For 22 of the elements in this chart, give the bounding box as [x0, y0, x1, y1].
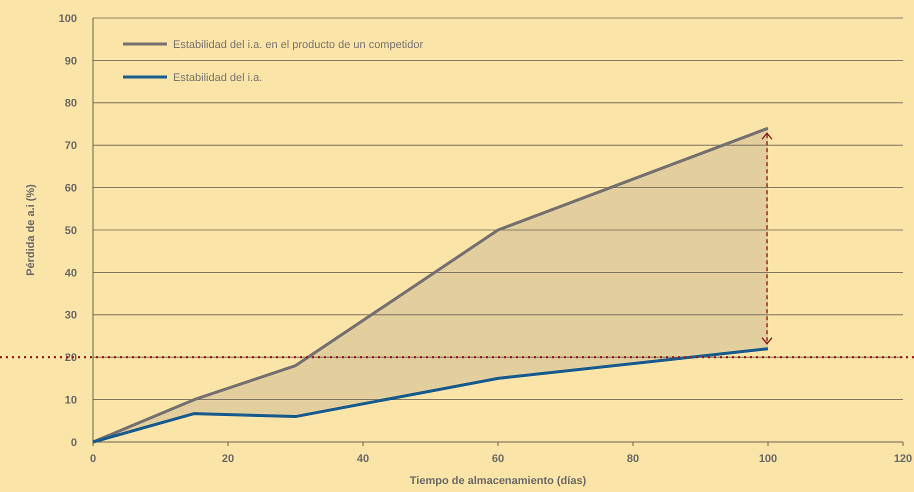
- y-tick-label: 100: [58, 12, 77, 25]
- x-tick-label: 60: [492, 453, 504, 465]
- y-axis-title: Pérdida de a.i (%): [25, 184, 37, 276]
- y-tick-label: 50: [64, 224, 77, 237]
- x-tick-label: 120: [894, 453, 912, 465]
- x-tick-label: 100: [758, 453, 778, 465]
- line-series: [92, 347, 770, 444]
- y-tick-label: 30: [64, 310, 77, 322]
- legend-label: Estabilidad del i.a.: [173, 72, 262, 84]
- y-tick-label: 40: [64, 267, 77, 280]
- y-tick-label: 90: [64, 55, 77, 68]
- y-tick-label: 0: [70, 436, 77, 449]
- y-tick-label: 80: [64, 98, 77, 110]
- y-tick-label: 70: [64, 140, 77, 152]
- x-tick-label: 40: [356, 453, 370, 465]
- x-tick-label: 20: [222, 453, 234, 465]
- y-tick-label: 60: [64, 182, 77, 194]
- x-tick-label: 80: [626, 453, 640, 465]
- x-axis-title: Tiempo de almacenamiento (días): [410, 475, 587, 487]
- legend-label: Estabilidad del i.a. en el producto de un competidor: [173, 38, 424, 51]
- y-tick-label: 10: [64, 394, 77, 406]
- x-tick-label: 0: [90, 453, 96, 465]
